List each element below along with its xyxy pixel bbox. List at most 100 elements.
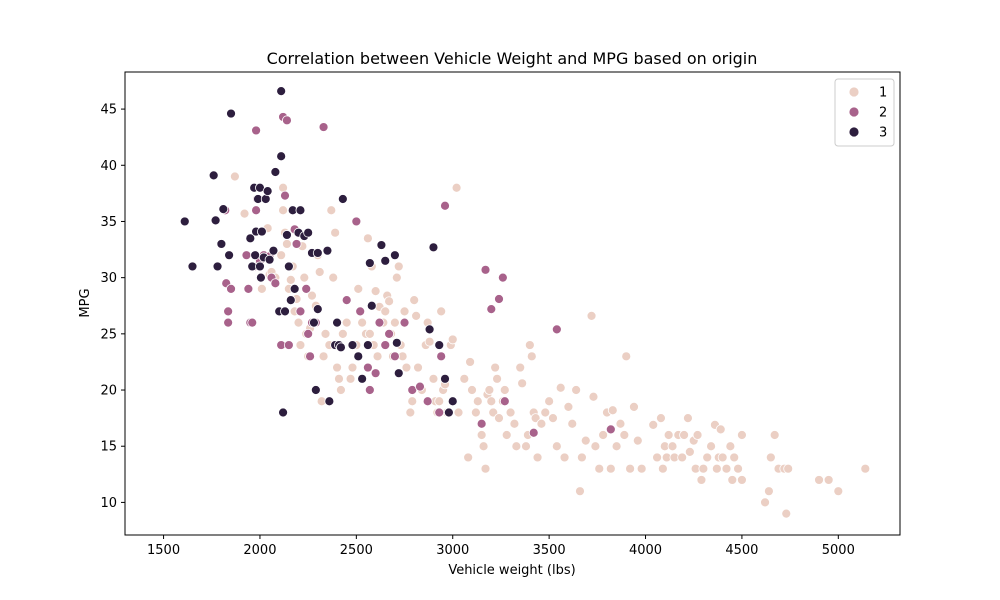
legend-label-2: 2 bbox=[879, 106, 887, 121]
scatter-point-origin-3 bbox=[208, 170, 219, 181]
y-tick-label: 25 bbox=[100, 327, 117, 342]
scatter-point-origin-3 bbox=[255, 261, 265, 272]
scatter-point-origin-1 bbox=[551, 441, 562, 452]
scatter-point-origin-1 bbox=[490, 362, 501, 373]
scatter-point-origin-2 bbox=[605, 424, 616, 435]
scatter-point-origin-2 bbox=[380, 340, 391, 350]
scatter-point-origin-2 bbox=[283, 340, 294, 350]
scatter-point-origin-2 bbox=[303, 328, 314, 339]
scatter-point-origin-1 bbox=[407, 396, 418, 407]
scatter-point-origin-1 bbox=[575, 486, 585, 497]
scatter-point-origin-2 bbox=[551, 324, 562, 335]
scatter-point-origin-2 bbox=[305, 351, 315, 362]
scatter-point-origin-1 bbox=[611, 441, 622, 452]
scatter-point-origin-2 bbox=[499, 396, 510, 407]
scatter-point-origin-2 bbox=[384, 328, 395, 339]
scatter-point-origin-1 bbox=[326, 205, 337, 216]
scatter-point-origin-1 bbox=[453, 407, 464, 418]
scatter-point-origin-1 bbox=[764, 486, 774, 497]
y-axis: 10 15 20 25 30 35 40 45 bbox=[100, 103, 125, 511]
scatter-point-origin-2 bbox=[363, 362, 373, 373]
scatter-point-origin-1 bbox=[389, 317, 400, 328]
scatter-point-origin-1 bbox=[625, 463, 635, 474]
scatter-point-origin-1 bbox=[399, 306, 410, 317]
scatter-point-origin-3 bbox=[295, 205, 306, 216]
scatter-point-origin-1 bbox=[480, 463, 491, 474]
scatter-point-origin-3 bbox=[187, 261, 198, 272]
scatter-point-origin-1 bbox=[505, 407, 516, 418]
scatter-point-origin-2 bbox=[301, 283, 312, 294]
x-tick-label: 1500 bbox=[147, 543, 180, 558]
scatter-point-origin-1 bbox=[384, 296, 395, 307]
scatter-point-origin-1 bbox=[463, 452, 474, 463]
scatter-point-origin-3 bbox=[289, 283, 300, 294]
scatter-point-origin-3 bbox=[264, 254, 275, 265]
scatter-point-origin-1 bbox=[677, 452, 688, 463]
scatter-point-origin-1 bbox=[436, 306, 447, 317]
scatter-point-origin-1 bbox=[823, 475, 834, 485]
scatter-point-origin-2 bbox=[422, 396, 433, 407]
scatter-point-origin-1 bbox=[733, 463, 743, 474]
scatter-point-origin-3 bbox=[270, 167, 281, 177]
scatter-point-origin-1 bbox=[411, 310, 422, 321]
legend-marker-1 bbox=[848, 86, 860, 98]
scatter-point-origin-1 bbox=[737, 430, 747, 440]
scatter-point-origin-1 bbox=[459, 373, 470, 384]
scatter-point-origin-1 bbox=[607, 405, 618, 416]
scatter-point-origin-2 bbox=[247, 317, 258, 328]
scatter-point-origin-1 bbox=[555, 382, 566, 393]
scatter-point-origin-1 bbox=[563, 401, 574, 412]
scatter-point-origin-1 bbox=[434, 396, 445, 407]
scatter-point-origin-1 bbox=[594, 463, 605, 474]
scatter-point-origin-3 bbox=[312, 248, 323, 258]
scatter-point-origin-1 bbox=[559, 452, 570, 463]
scatter-point-origin-2 bbox=[355, 306, 366, 317]
scatter-point-origin-3 bbox=[218, 204, 229, 215]
scatter-point-origin-3 bbox=[256, 272, 266, 283]
scatter-point-origin-1 bbox=[621, 351, 632, 362]
scatter-point-origin-1 bbox=[256, 283, 267, 294]
y-tick-label: 10 bbox=[100, 496, 117, 511]
scatter-point-origin-1 bbox=[413, 362, 423, 373]
scatter-point-origin-2 bbox=[295, 306, 306, 317]
scatter-point-origin-3 bbox=[428, 242, 439, 253]
scatter-point-origin-1 bbox=[486, 396, 497, 407]
scatter-point-origin-1 bbox=[337, 328, 348, 339]
scatter-point-origin-1 bbox=[663, 430, 674, 440]
scatter-point-origin-3 bbox=[210, 215, 221, 226]
scatter-point-origin-2 bbox=[243, 283, 254, 294]
scatter-point-origin-1 bbox=[515, 362, 526, 373]
scatter-point-origin-1 bbox=[765, 452, 776, 463]
y-tick-label: 35 bbox=[100, 215, 117, 230]
scatter-point-origin-1 bbox=[341, 317, 352, 328]
scatter-point-origin-1 bbox=[683, 413, 693, 424]
scatter-point-origin-1 bbox=[492, 373, 502, 384]
scatter-point-origin-1 bbox=[299, 272, 310, 283]
scatter-point-origin-1 bbox=[544, 396, 555, 407]
scatter-point-origin-1 bbox=[393, 261, 404, 272]
scatter-point-origin-1 bbox=[345, 373, 356, 384]
x-tick-label: 2000 bbox=[243, 543, 276, 558]
scatter-point-origin-3 bbox=[337, 194, 348, 204]
scatter-point-origin-3 bbox=[336, 342, 346, 353]
scatter-point-origin-1 bbox=[405, 407, 416, 418]
scatter-point-origin-3 bbox=[424, 324, 435, 335]
scatter-point-origin-3 bbox=[357, 373, 368, 384]
scatter-point-origin-3 bbox=[364, 258, 375, 268]
scatter-point-origin-1 bbox=[401, 362, 412, 373]
scatter-point-origin-1 bbox=[567, 418, 578, 429]
scatter-point-origin-1 bbox=[781, 508, 792, 519]
scatter-point-origin-1 bbox=[465, 357, 475, 367]
scatter-point-origin-3 bbox=[278, 407, 288, 418]
scatter-point-origin-3 bbox=[282, 230, 292, 240]
scatter-point-origin-1 bbox=[353, 283, 364, 294]
legend: 1 2 3 bbox=[834, 78, 895, 147]
scatter-point-origin-3 bbox=[310, 385, 321, 395]
plot-frame bbox=[124, 71, 901, 536]
scatter-point-origin-1 bbox=[494, 413, 504, 424]
scatter-point-origin-1 bbox=[684, 446, 695, 457]
scatter-point-origin-1 bbox=[336, 385, 346, 395]
scatter-point-origin-1 bbox=[548, 413, 558, 424]
scatter-point-origin-1 bbox=[467, 385, 477, 395]
scatter-point-origin-3 bbox=[224, 250, 235, 261]
